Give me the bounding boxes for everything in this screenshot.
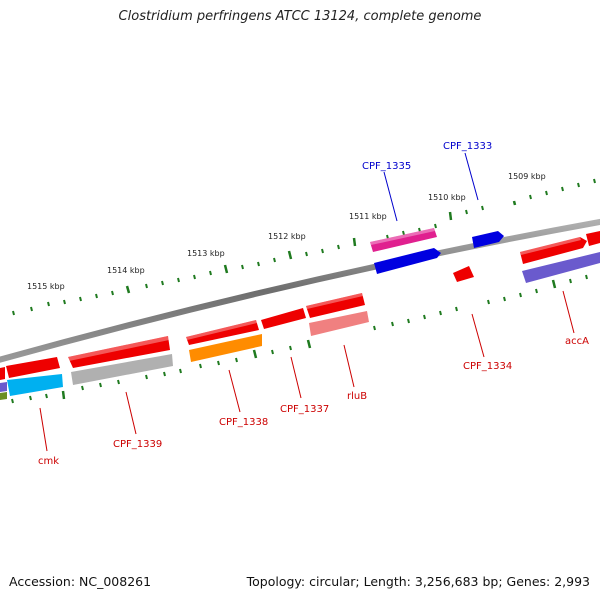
gene-left-edge-green[interactable] (0, 392, 7, 400)
tick-label-1511: 1511 kbp (349, 212, 387, 221)
gene-acca-companion[interactable] (522, 252, 600, 283)
bevel (68, 336, 169, 361)
tick-label-1513: 1513 kbp (187, 249, 225, 258)
leader-cpf-1333 (464, 152, 479, 201)
gene-left-edge-red[interactable] (0, 367, 5, 380)
bevel (370, 228, 435, 245)
gene-cpf-1338[interactable] (186, 320, 259, 345)
label-cmk[interactable]: cmk (38, 456, 59, 467)
upper-tick-track (12, 178, 596, 316)
label-rlub[interactable]: rluB (347, 391, 367, 402)
leader-rlub (343, 344, 355, 388)
leader-cpf-1338 (228, 369, 241, 413)
gene-cpf-1335-companion[interactable] (374, 248, 441, 274)
gene-cpf-1337[interactable] (261, 308, 306, 329)
leader-acca (562, 290, 575, 334)
label-cpf-1338[interactable]: CPF_1338 (219, 417, 268, 428)
leader-cpf-1334 (471, 313, 485, 358)
gene-acca[interactable] (520, 237, 587, 264)
gene-labels: CPF_1335 CPF_1333 CPF_1334 accA rluB CPF… (38, 141, 589, 467)
tick-label-1512: 1512 kbp (268, 232, 306, 241)
leader-cpf-1339 (125, 391, 137, 435)
gene-rlub[interactable] (306, 293, 365, 318)
accession-text: Accession: NC_008261 (9, 574, 152, 589)
tick-label-1509: 1509 kbp (508, 172, 546, 181)
leader-cpf-1337 (290, 356, 302, 399)
lower-tick-track (11, 274, 588, 404)
gene-cmk-companion[interactable] (7, 374, 63, 396)
tick-label-1510: 1510 kbp (428, 193, 466, 202)
gene-cpf-1339[interactable] (68, 336, 170, 368)
tick-label-1514: 1514 kbp (107, 266, 145, 275)
tick-labels: 1515 kbp 1514 kbp 1513 kbp 1512 kbp 1511… (27, 172, 546, 291)
label-cpf-1337[interactable]: CPF_1337 (280, 404, 329, 415)
bevel (520, 237, 581, 255)
forward-genes (0, 228, 600, 400)
gene-cpf-1335[interactable] (370, 228, 437, 252)
topology-text: Topology: circular; Length: 3,256,683 bp… (246, 574, 590, 589)
tick-label-1515: 1515 kbp (27, 282, 65, 291)
label-cpf-1334[interactable]: CPF_1334 (463, 361, 512, 372)
genome-backbone (0, 218, 600, 363)
label-cpf-1339[interactable]: CPF_1339 (113, 439, 162, 450)
gene-cpf-1334[interactable] (453, 266, 474, 282)
gene-cpf-1333[interactable] (472, 231, 504, 248)
bevel (306, 293, 363, 309)
gene-right-edge[interactable] (586, 231, 600, 246)
gene-cmk[interactable] (6, 357, 60, 378)
leader-cpf-1335 (383, 171, 398, 222)
bevel (186, 320, 257, 340)
label-acca[interactable]: accA (565, 336, 589, 347)
gene-left-edge-purple[interactable] (0, 382, 7, 392)
gene-cpf-1339-companion[interactable] (71, 354, 173, 385)
label-cpf-1335[interactable]: CPF_1335 (362, 161, 411, 172)
label-cpf-1333[interactable]: CPF_1333 (443, 141, 492, 152)
map-title: Clostridium perfringens ATCC 13124, comp… (118, 9, 482, 24)
leader-cmk (39, 407, 48, 452)
gene-rlub-companion[interactable] (309, 311, 369, 336)
gene-cpf-1338-companion[interactable] (189, 334, 262, 362)
